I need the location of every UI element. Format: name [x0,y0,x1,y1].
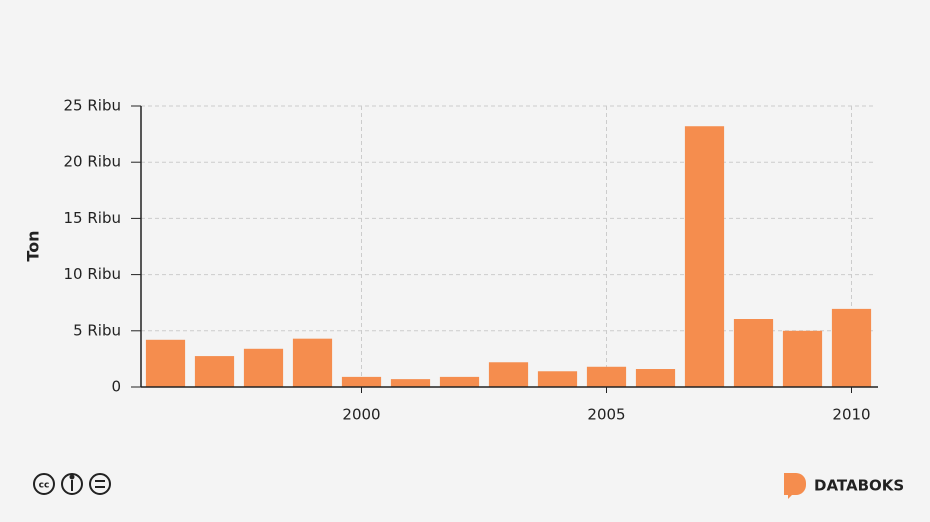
bar [194,356,235,387]
bar [243,348,284,387]
bar [145,339,186,387]
y-tick-label: 25 Ribu [64,97,121,115]
bar [488,362,529,387]
x-tick-label: 2000 [342,406,380,424]
license-icons: cc [33,473,111,495]
brand-name: DATABOKS [814,477,904,495]
y-tick-label: 5 Ribu [73,321,121,339]
svg-text:cc: cc [39,481,50,491]
bar [586,366,627,387]
bar [733,318,774,387]
bar [292,338,333,387]
bar [782,330,823,387]
bar [831,308,872,387]
bar [537,371,578,387]
brand-logo [784,473,806,499]
y-tick-label: 15 Ribu [64,209,121,227]
x-tick-label: 2005 [587,406,625,424]
y-axis-label: Ton [24,230,43,261]
bar [635,369,676,387]
x-tick-label: 2010 [832,406,870,424]
y-tick-label: 0 [111,378,121,396]
bar [390,379,431,387]
y-tick-label: 20 Ribu [64,153,121,171]
y-tick-label: 10 Ribu [64,265,121,283]
bar [341,376,382,387]
bar [439,376,480,387]
bar [684,126,725,388]
